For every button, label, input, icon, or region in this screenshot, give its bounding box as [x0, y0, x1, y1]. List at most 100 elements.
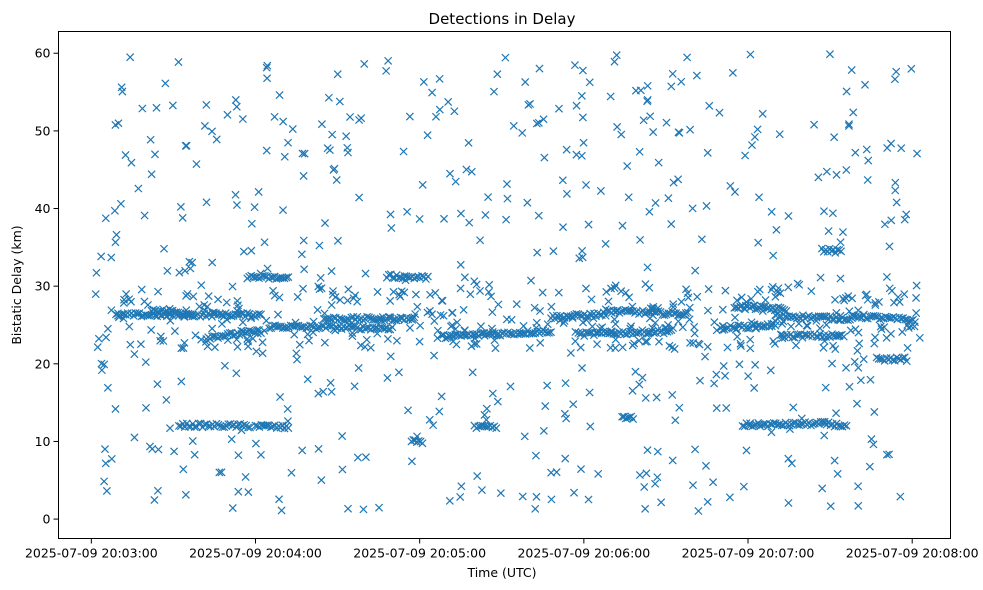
detection-point [736, 339, 745, 348]
detection-point [833, 469, 842, 478]
detection-point [702, 201, 711, 210]
detection-point [223, 110, 232, 119]
detection-point [900, 290, 909, 299]
detection-point [403, 406, 413, 415]
detection-point [892, 67, 901, 76]
detection-point [395, 290, 404, 299]
detection-point [493, 397, 502, 406]
detection-point [100, 477, 109, 486]
detection-point [247, 219, 256, 228]
detection-point [771, 321, 780, 330]
detection-point [466, 290, 475, 299]
detection-point [570, 61, 579, 70]
detection-point [758, 109, 767, 118]
detection-point [329, 165, 338, 174]
detection-point [316, 273, 325, 282]
detection-point [386, 296, 395, 305]
detection-point [787, 459, 796, 468]
detection-point [606, 284, 616, 293]
detection-point [446, 322, 456, 331]
detection-point [101, 214, 110, 223]
detection-point [481, 210, 490, 220]
detection-point [753, 125, 762, 134]
detection-point [425, 306, 434, 315]
detection-point [275, 91, 284, 100]
detection-point [821, 383, 830, 392]
detection-point [617, 130, 626, 139]
detection-point [456, 284, 465, 293]
detection-point [168, 101, 177, 110]
detection-point [540, 153, 549, 162]
detection-point [293, 292, 302, 301]
x-tick-label: 2025-07-09 20:07:00 [682, 546, 815, 561]
detection-point [576, 343, 585, 352]
detection-point [861, 291, 870, 300]
detection-point [895, 297, 904, 306]
detection-point [184, 422, 193, 431]
detection-point [126, 297, 135, 306]
detection-point [907, 64, 916, 73]
detection-point [772, 225, 781, 234]
detection-point [502, 180, 511, 189]
detection-point [836, 274, 845, 283]
detection-point [891, 178, 900, 187]
detection-point [137, 285, 146, 294]
detection-point [641, 337, 650, 346]
detection-point [819, 207, 829, 216]
detection-point [275, 495, 284, 504]
detection-point [653, 447, 662, 456]
detection-point [610, 315, 619, 324]
detection-point [374, 503, 384, 512]
detection-point [912, 281, 921, 290]
detection-point [579, 138, 588, 147]
detection-point [643, 337, 652, 346]
detection-point [163, 266, 172, 275]
detection-point [110, 206, 119, 215]
detection-point [754, 193, 764, 202]
detection-point [399, 147, 408, 156]
detection-point [265, 324, 274, 333]
detection-point [413, 302, 422, 311]
detection-point [159, 336, 168, 346]
detection-point [864, 156, 873, 165]
detection-point [111, 310, 120, 319]
detection-point [263, 74, 272, 83]
detection-point [585, 78, 594, 87]
detection-point [227, 435, 236, 444]
detection-point [859, 355, 868, 364]
detection-point [819, 343, 828, 352]
detection-point [536, 307, 545, 316]
detection-point [154, 445, 163, 454]
detection-point [247, 246, 256, 255]
detection-point [361, 453, 370, 462]
detection-point [767, 285, 776, 294]
detection-point [854, 363, 863, 372]
detection-point [430, 351, 439, 360]
detection-point [677, 310, 686, 320]
detection-point [842, 87, 851, 96]
detection-point [433, 326, 442, 335]
detection-point [596, 186, 605, 195]
detection-point [774, 284, 783, 293]
detection-point [183, 289, 192, 298]
detection-point [314, 323, 323, 333]
detection-point [886, 329, 895, 338]
detection-point [645, 207, 654, 216]
detection-point [667, 82, 676, 91]
y-axis: 0 10 20 30 40 50 60 [35, 46, 59, 527]
x-axis-label: Time (UTC) [466, 565, 536, 580]
detection-point [435, 105, 444, 114]
detection-point [382, 66, 391, 75]
detection-point [303, 330, 312, 339]
detection-point [450, 107, 459, 116]
detection-point [861, 314, 870, 323]
detection-point [671, 416, 680, 425]
detection-point [212, 419, 221, 428]
detection-point [677, 297, 686, 306]
detection-point [686, 338, 695, 347]
detection-point [335, 97, 344, 106]
detection-point [298, 446, 307, 455]
detection-point [816, 273, 825, 282]
detection-point [130, 433, 139, 442]
detection-point [374, 315, 383, 324]
